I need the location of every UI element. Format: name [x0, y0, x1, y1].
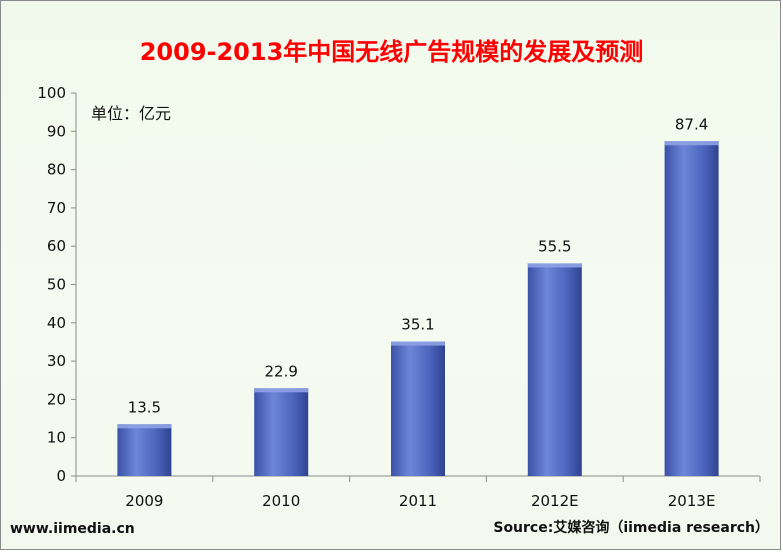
- y-tick-label: 40: [47, 314, 66, 332]
- data-label-2010: 22.9: [264, 362, 297, 380]
- y-tick-label: 20: [47, 390, 66, 408]
- bar-2009: [117, 424, 172, 476]
- y-tick-label: 10: [47, 429, 66, 447]
- bar-top-highlight: [391, 341, 445, 346]
- bar-body: [664, 141, 719, 476]
- x-tick-label-2012E: 2012E: [531, 492, 579, 510]
- x-tick-label-2009: 2009: [125, 492, 163, 510]
- bar-body: [117, 424, 172, 476]
- bar-top-highlight: [254, 388, 309, 393]
- y-tick-label: 100: [37, 84, 66, 102]
- y-tick-label: 70: [47, 199, 66, 217]
- y-tick-label: 0: [56, 467, 66, 485]
- unit-label: 单位：亿元: [91, 104, 172, 123]
- x-tick-label-2010: 2010: [262, 492, 300, 510]
- y-tick-label: 80: [47, 161, 66, 179]
- x-tick-label-2011: 2011: [399, 492, 437, 510]
- bar-top-highlight: [527, 263, 582, 268]
- bar-body: [391, 341, 445, 476]
- bar-2010: [254, 388, 309, 476]
- bar-2013E: [664, 141, 719, 476]
- website-label: www.iimedia.cn: [10, 521, 135, 537]
- bar-top-highlight: [117, 424, 172, 429]
- bar-2012E: [527, 263, 582, 476]
- y-tick-label: 50: [47, 276, 66, 294]
- data-label-2011: 35.1: [401, 316, 434, 334]
- x-tick-label-2013E: 2013E: [668, 492, 716, 510]
- data-label-2009: 13.5: [128, 398, 161, 416]
- source-label: Source:艾媒咨询（iimedia research）: [493, 520, 769, 536]
- data-label-2013E: 87.4: [675, 115, 708, 133]
- chart-title: 2009-2013年中国无线广告规模的发展及预测: [139, 38, 644, 66]
- y-tick-label: 60: [47, 237, 66, 255]
- bar-body: [254, 388, 309, 476]
- bar-top-highlight: [664, 141, 719, 146]
- bar-2011: [391, 341, 445, 476]
- y-tick-label: 30: [47, 352, 66, 370]
- data-label-2012E: 55.5: [538, 237, 571, 255]
- bar-body: [527, 263, 582, 476]
- y-tick-label: 90: [47, 122, 66, 140]
